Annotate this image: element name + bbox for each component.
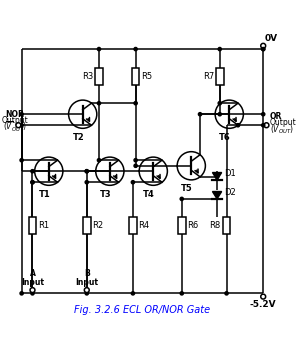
Circle shape [261, 43, 266, 48]
Circle shape [20, 292, 23, 295]
Circle shape [262, 48, 265, 51]
Bar [216, 67, 224, 85]
Circle shape [85, 170, 89, 173]
Circle shape [218, 101, 221, 105]
Circle shape [264, 123, 269, 128]
Circle shape [97, 101, 101, 105]
Text: T6: T6 [219, 133, 231, 142]
Circle shape [218, 113, 221, 116]
Circle shape [180, 292, 183, 295]
Circle shape [97, 159, 101, 162]
Circle shape [262, 48, 265, 51]
Circle shape [31, 170, 34, 173]
Text: T3: T3 [100, 190, 112, 199]
Polygon shape [213, 173, 222, 180]
Text: T2: T2 [73, 133, 84, 142]
Text: -5.2V: -5.2V [250, 300, 277, 309]
Text: T1: T1 [39, 190, 51, 199]
Text: R1: R1 [38, 221, 49, 230]
Circle shape [31, 181, 34, 184]
Text: Input: Input [75, 278, 98, 286]
Circle shape [131, 181, 135, 184]
Circle shape [20, 113, 23, 116]
Circle shape [262, 124, 265, 127]
Circle shape [20, 124, 23, 127]
Circle shape [262, 113, 265, 116]
Text: R7: R7 [203, 72, 214, 81]
Text: Input: Input [21, 278, 44, 286]
Bar [223, 217, 230, 234]
Text: R5: R5 [141, 72, 152, 81]
Text: Fig. 3.2.6 ECL OR/NOR Gate: Fig. 3.2.6 ECL OR/NOR Gate [74, 305, 210, 315]
Bar [178, 217, 186, 234]
Bar [132, 67, 139, 85]
Bar [83, 217, 91, 234]
Text: $(V_{OUT})$: $(V_{OUT})$ [270, 123, 294, 135]
Text: Output: Output [1, 116, 28, 125]
Circle shape [31, 292, 34, 295]
Bar [29, 217, 36, 234]
Circle shape [218, 48, 221, 51]
Text: A: A [30, 269, 35, 278]
Text: T5: T5 [181, 184, 193, 193]
Circle shape [85, 292, 89, 295]
Text: R2: R2 [92, 221, 103, 230]
Text: OR: OR [270, 112, 282, 121]
Circle shape [131, 292, 135, 295]
Text: R4: R4 [139, 221, 150, 230]
Bar [95, 67, 103, 85]
Circle shape [97, 48, 101, 51]
Circle shape [199, 113, 202, 116]
Circle shape [85, 181, 89, 184]
Circle shape [134, 101, 137, 105]
Text: $(\overline{V}_{OUT})$: $(\overline{V}_{OUT})$ [3, 120, 27, 134]
Circle shape [16, 123, 21, 128]
Circle shape [134, 159, 137, 162]
Text: R8: R8 [210, 221, 221, 230]
Circle shape [180, 197, 183, 201]
Circle shape [261, 294, 266, 299]
Text: T4: T4 [143, 190, 155, 199]
Text: R3: R3 [82, 72, 93, 81]
Circle shape [134, 48, 137, 51]
Circle shape [134, 164, 137, 167]
Text: D1: D1 [224, 170, 236, 178]
Circle shape [84, 288, 89, 293]
Text: 0V: 0V [265, 34, 278, 43]
Circle shape [20, 159, 23, 162]
Text: D2: D2 [224, 188, 236, 197]
Text: R6: R6 [187, 221, 199, 230]
Circle shape [225, 292, 228, 295]
Text: NOR: NOR [5, 110, 24, 119]
Circle shape [237, 124, 240, 127]
Bar [129, 217, 137, 234]
Text: Output: Output [270, 118, 297, 127]
Circle shape [30, 288, 35, 293]
Circle shape [31, 181, 34, 184]
Text: B: B [84, 269, 90, 278]
Circle shape [215, 175, 219, 178]
Circle shape [85, 170, 89, 173]
Polygon shape [213, 191, 222, 199]
